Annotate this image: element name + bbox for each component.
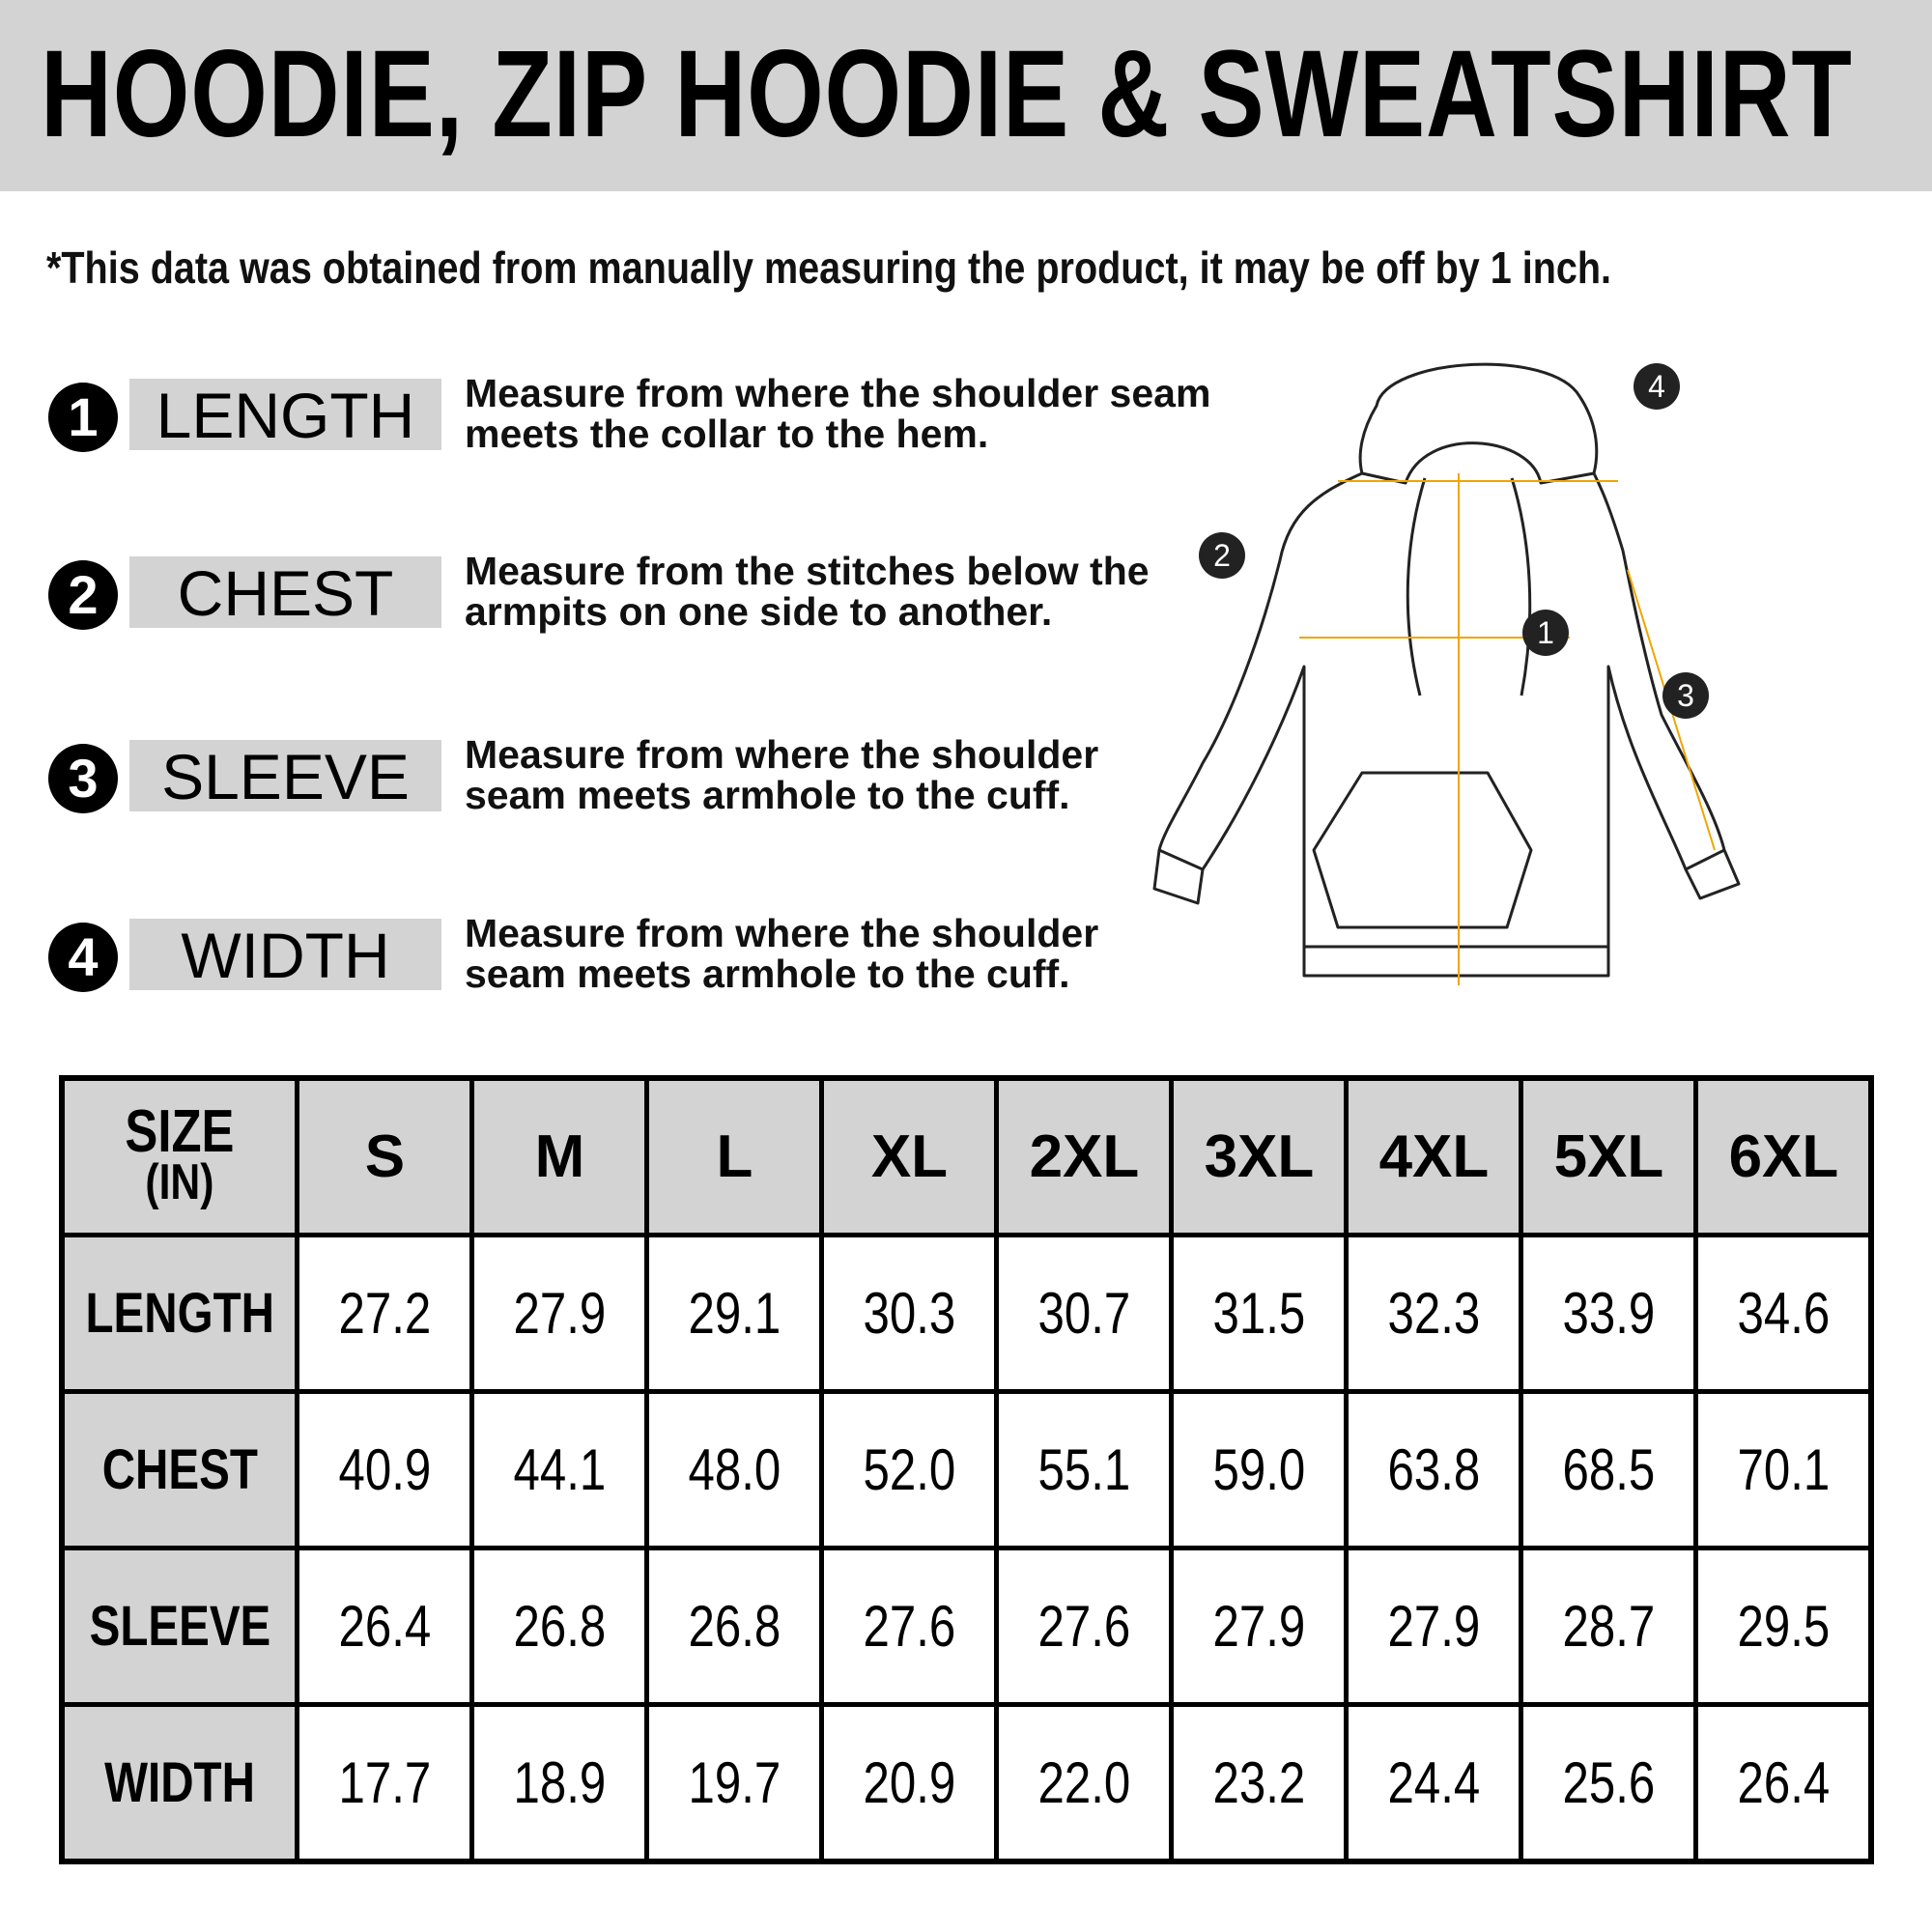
table-cell: 68.5 xyxy=(1519,1389,1699,1550)
table-cell: 31.5 xyxy=(1169,1233,1350,1394)
table-header-row: SIZE (IN) S M L XL 2XL 3XL 4XL 5XL 6XL xyxy=(59,1075,1874,1237)
marker-4: 4 xyxy=(1634,363,1680,410)
measurement-label: WIDTH xyxy=(129,919,441,991)
size-header: 2XL xyxy=(994,1075,1175,1237)
cuff-left xyxy=(1152,849,1205,905)
number-badge-icon: 4 xyxy=(48,923,118,992)
table-row: LENGTH 27.2 27.9 29.1 30.3 30.7 31.5 32.3 33.9 34… xyxy=(59,1233,1874,1394)
table-cell: 30.7 xyxy=(994,1233,1175,1394)
table-cell: 27.9 xyxy=(469,1233,650,1394)
table-cell: 18.9 xyxy=(469,1702,650,1864)
description-line: Measure from where the shoulder xyxy=(465,732,1099,777)
table-cell: 25.6 xyxy=(1519,1702,1699,1864)
size-header: S xyxy=(295,1075,475,1237)
title-banner: HOODIE, ZIP HOODIE & SWEATSHIRT xyxy=(0,0,1932,191)
svg-text:1: 1 xyxy=(1537,615,1554,650)
table-cell: 26.8 xyxy=(644,1546,825,1707)
table-cell: 34.6 xyxy=(1693,1233,1874,1394)
page-title: HOODIE, ZIP HOODIE & SWEATSHIRT xyxy=(41,25,1853,163)
measurement-label: LENGTH xyxy=(129,379,441,451)
measurement-description: Measure from where the shoulder seam meet… xyxy=(465,734,1098,815)
description-line: seam meets armhole to the cuff. xyxy=(465,773,1070,817)
pocket xyxy=(1312,771,1533,929)
table-cell: 30.3 xyxy=(819,1233,1000,1394)
table-row: CHEST 40.9 44.1 48.0 52.0 55.1 59.0 63.8 68.5 70.… xyxy=(59,1389,1874,1550)
table-cell: 23.2 xyxy=(1169,1702,1350,1864)
size-header: 3XL xyxy=(1169,1075,1350,1237)
size-header: 4XL xyxy=(1344,1075,1524,1237)
table-cell: 32.3 xyxy=(1344,1233,1524,1394)
cuff-right xyxy=(1684,849,1741,900)
corner-cell: SIZE (IN) xyxy=(59,1075,300,1237)
number-badge-icon: 3 xyxy=(48,744,118,813)
table-cell: 44.1 xyxy=(469,1389,650,1550)
drawstring-right xyxy=(1510,477,1532,696)
description-line: Measure from the stitches below the xyxy=(465,549,1150,593)
measurement-label: CHEST xyxy=(129,556,441,629)
description-line: Measure from where the shoulder xyxy=(465,911,1099,955)
number-badge-icon: 2 xyxy=(48,560,118,630)
table-cell: 17.7 xyxy=(295,1702,475,1864)
svg-text:4: 4 xyxy=(1648,369,1665,404)
size-header: 6XL xyxy=(1693,1075,1874,1237)
disclaimer-note: *This data was obtained from manually me… xyxy=(46,242,1612,293)
hood-outline xyxy=(1358,362,1599,485)
table-cell: 55.1 xyxy=(994,1389,1175,1550)
number-badge-icon: 1 xyxy=(48,383,118,452)
table-cell: 52.0 xyxy=(819,1389,1000,1550)
table-cell: 19.7 xyxy=(644,1702,825,1864)
description-line: seam meets armhole to the cuff. xyxy=(465,952,1070,996)
table-cell: 27.9 xyxy=(1169,1546,1350,1707)
table-cell: 27.6 xyxy=(994,1546,1175,1707)
table-cell: 26.4 xyxy=(295,1546,475,1707)
size-header: L xyxy=(644,1075,825,1237)
measure-guides xyxy=(1299,473,1716,985)
row-header: LENGTH xyxy=(59,1233,300,1394)
row-header: WIDTH xyxy=(59,1702,300,1864)
size-header: 5XL xyxy=(1519,1075,1699,1237)
table-cell: 63.8 xyxy=(1344,1389,1524,1550)
marker-3: 3 xyxy=(1662,672,1709,719)
table-cell: 33.9 xyxy=(1519,1233,1699,1394)
row-header: CHEST xyxy=(59,1389,300,1550)
description-line: Measure from where the shoulder seam xyxy=(465,371,1211,415)
measurement-description: Measure from the stitches below the armpi… xyxy=(465,551,1150,632)
description-line: armpits on one side to another. xyxy=(465,589,1053,634)
table-cell: 26.8 xyxy=(469,1546,650,1707)
size-header: XL xyxy=(819,1075,1000,1237)
table-cell: 22.0 xyxy=(994,1702,1175,1864)
table-row: WIDTH 17.7 18.9 19.7 20.9 22.0 23.2 24.4 25.6 26.… xyxy=(59,1702,1874,1864)
table-cell: 29.5 xyxy=(1693,1546,1874,1707)
table-cell: 59.0 xyxy=(1169,1389,1350,1550)
marker-1: 1 xyxy=(1522,610,1569,656)
svg-text:3: 3 xyxy=(1677,678,1694,713)
table-cell: 26.4 xyxy=(1693,1702,1874,1864)
table-cell: 29.1 xyxy=(644,1233,825,1394)
table-cell: 27.6 xyxy=(819,1546,1000,1707)
marker-2: 2 xyxy=(1199,532,1245,579)
measurement-label: SLEEVE xyxy=(129,740,441,812)
table-cell: 28.7 xyxy=(1519,1546,1699,1707)
size-chart-table: SIZE (IN) S M L XL 2XL 3XL 4XL 5XL 6XL LENGTH 27.2 27… xyxy=(59,1075,1875,1864)
description-line: meets the collar to the hem. xyxy=(465,412,989,456)
table-cell: 27.2 xyxy=(295,1233,475,1394)
table-cell: 24.4 xyxy=(1344,1702,1524,1864)
table-row: SLEEVE 26.4 26.8 26.8 27.6 27.6 27.9 27.9 28.7 29… xyxy=(59,1546,1874,1707)
measurement-description: Measure from where the shoulder seam meet… xyxy=(465,913,1098,994)
row-header: SLEEVE xyxy=(59,1546,300,1707)
svg-text:2: 2 xyxy=(1213,538,1231,573)
body-outline xyxy=(1157,471,1726,978)
table-cell: 70.1 xyxy=(1693,1389,1874,1550)
size-header: M xyxy=(469,1075,650,1237)
hoodie-diagram: 1 2 3 4 xyxy=(1152,362,1741,985)
table-cell: 48.0 xyxy=(644,1389,825,1550)
measurement-description: Measure from where the shoulder seam meet… xyxy=(465,373,1210,454)
table-cell: 40.9 xyxy=(295,1389,475,1550)
table-cell: 20.9 xyxy=(819,1702,1000,1864)
table-cell: 27.9 xyxy=(1344,1546,1524,1707)
drawstring-left xyxy=(1406,477,1427,696)
